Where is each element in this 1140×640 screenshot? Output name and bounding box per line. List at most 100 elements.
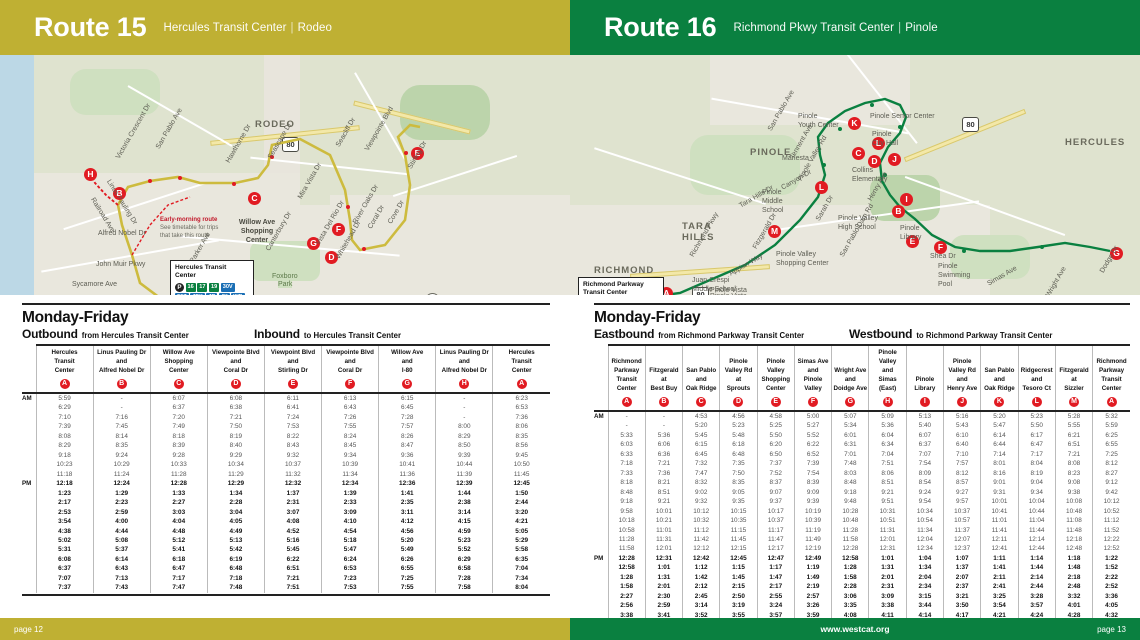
column-stop-badge-m[interactable]: M (1069, 396, 1080, 407)
ampm-spacer (594, 421, 608, 430)
time-cell: 3:11 (378, 507, 436, 518)
column-stop-badge-b[interactable]: B (658, 396, 669, 407)
table-row: - -5:20 5:23 5:25 5:27 5:34 5:36 5:40 5:43 5:47 5:… (594, 421, 1130, 431)
stop-badge-b[interactable]: B (892, 205, 905, 218)
time-cell: 1:37 (943, 563, 981, 573)
column-stop-badge-a[interactable]: A (621, 396, 632, 407)
column-stop-badge-c[interactable]: C (173, 378, 184, 389)
time-cell: 5:45 (263, 545, 322, 555)
column-stop-badge-i[interactable]: I (919, 396, 930, 407)
route-16-timetable[interactable]: Richmond Parkway Transit Center A Fitzgerald a… (594, 344, 1130, 640)
time-cell: 4:38 (35, 526, 94, 536)
stop-badge-m[interactable]: M (768, 225, 781, 238)
time-cell: 12:41 (980, 544, 1019, 554)
ampm-spacer (22, 508, 36, 517)
stop-badge-k[interactable]: K (848, 117, 861, 130)
time-cell: 7:39 (35, 422, 94, 432)
time-cell: 5:59 (1092, 421, 1130, 431)
time-cell: 3:54 (35, 517, 94, 527)
route-15-map[interactable]: 80 4 H (0, 55, 570, 295)
time-cell: 7:39 (793, 459, 832, 469)
stop-badge-d[interactable]: D (868, 155, 881, 168)
stop-badge-a[interactable]: A (660, 287, 673, 295)
time-cell: 2:53 (35, 507, 94, 518)
hercules-transit-center-box[interactable]: Hercules Transit Center P 16 17 19 30V 3… (170, 260, 254, 295)
column-stop-badge-l[interactable]: L (1031, 396, 1042, 407)
time-cell: 12:47 (756, 553, 795, 564)
stop-badge-g[interactable]: G (307, 237, 320, 250)
time-cell: 5:55 (1054, 421, 1093, 431)
time-cell: 8:19 (1017, 468, 1056, 479)
time-cell: 12:36 (378, 479, 436, 489)
stop-badge-f[interactable]: F (332, 223, 345, 236)
column-stop-badge-f[interactable]: F (808, 396, 819, 407)
route-16-map[interactable]: 80 80 K L C D J L M (570, 55, 1140, 295)
column-stop-badge-f[interactable]: F (345, 378, 356, 389)
time-cell: 6:58 (435, 564, 493, 574)
stop-badge-e[interactable]: E (411, 147, 424, 160)
stop-badge-d[interactable]: D (325, 251, 338, 264)
time-cell: 7:07 (35, 573, 94, 584)
stop-badge-e[interactable]: E (906, 235, 919, 248)
column-stop-badge-c[interactable]: C (696, 396, 707, 407)
column-header-a-8: Hercules Transit Center A (492, 344, 550, 394)
route-15-timetable[interactable]: Hercules Transit Center A Linus Pauling Dr an… (22, 344, 550, 593)
stop-badge-h[interactable]: H (84, 168, 97, 181)
column-stop-badge-g[interactable]: G (845, 396, 856, 407)
column-stop-badge-e[interactable]: E (770, 396, 781, 407)
stop-dot (362, 247, 366, 251)
time-cell: 3:38 (868, 601, 907, 611)
time-cell: 2:07 (943, 572, 981, 583)
stop-badge-b[interactable]: B (113, 187, 126, 200)
time-cell: 7:45 (92, 422, 151, 432)
time-cell: 9:28 (149, 450, 208, 461)
column-header-text: San Pablo and Oak Ridge (685, 366, 717, 392)
time-cell: 2:11 (980, 572, 1019, 583)
column-stop-badge-a[interactable]: A (59, 378, 70, 389)
column-header-a-0: Richmond Parkway Transit Center A (607, 344, 646, 412)
time-cell: 5:00 (793, 410, 832, 422)
park-area (400, 85, 490, 140)
column-stop-badge-k[interactable]: K (994, 396, 1005, 407)
stop-badge-c[interactable]: C (852, 147, 865, 160)
column-stop-badge-b[interactable]: B (116, 378, 127, 389)
stop-badge-f[interactable]: F (934, 241, 947, 254)
column-stop-badge-a[interactable]: A (516, 378, 527, 389)
column-header-h-7: Pinole Valley and Simas (East) H (868, 344, 907, 412)
time-cell: 9:58 (607, 506, 646, 517)
time-cell: 1:44 (435, 488, 493, 499)
stop-badge-i[interactable]: I (900, 193, 913, 206)
time-cell: 5:49 (378, 545, 436, 555)
time-cell: 3:15 (905, 591, 944, 602)
time-cell: 10:41 (980, 506, 1019, 517)
column-stop-badge-g[interactable]: G (402, 378, 413, 389)
stop-badge-l2[interactable]: L (815, 181, 828, 194)
time-cell: 7:21 (263, 573, 322, 584)
column-stop-badge-h[interactable]: H (882, 396, 893, 407)
column-header-f-5: Viewpointe Blvd and Coral Dr F (321, 344, 379, 394)
ampm-spacer (22, 545, 36, 554)
column-stop-badge-h[interactable]: H (459, 378, 470, 389)
stop-badge-g[interactable]: G (1110, 247, 1123, 260)
time-cell: 9:42 (1092, 487, 1130, 498)
time-cell: 7:50 (206, 422, 265, 432)
column-stop-badge-e[interactable]: E (287, 378, 298, 389)
stop-dot (898, 125, 902, 129)
stop-badge-C[interactable]: C (248, 192, 261, 205)
time-cell: 7:48 (831, 459, 869, 469)
column-stop-badge-j[interactable]: J (957, 396, 968, 407)
poi-label: Pinole Valley Shopping Center (776, 251, 829, 267)
stop-badge-l[interactable]: L (872, 137, 885, 150)
time-cell: 11:17 (756, 525, 795, 536)
time-cell: 5:12 (149, 535, 208, 546)
stop-badge-j[interactable]: J (888, 153, 901, 166)
column-stop-badge-d[interactable]: D (733, 396, 744, 407)
column-stop-badge-d[interactable]: D (230, 378, 241, 389)
area-label-pinole: PINOLE (750, 147, 792, 158)
time-cell: 12:18 (35, 479, 94, 489)
table-row: 8:48 8:51 9:02 9:05 9:07 9:09 9:18 9:21 9:24 9:27… (594, 487, 1130, 498)
column-stop-badge-a[interactable]: A (1106, 396, 1117, 407)
time-cell: 6:14 (92, 554, 151, 565)
ampm-spacer (594, 497, 608, 506)
